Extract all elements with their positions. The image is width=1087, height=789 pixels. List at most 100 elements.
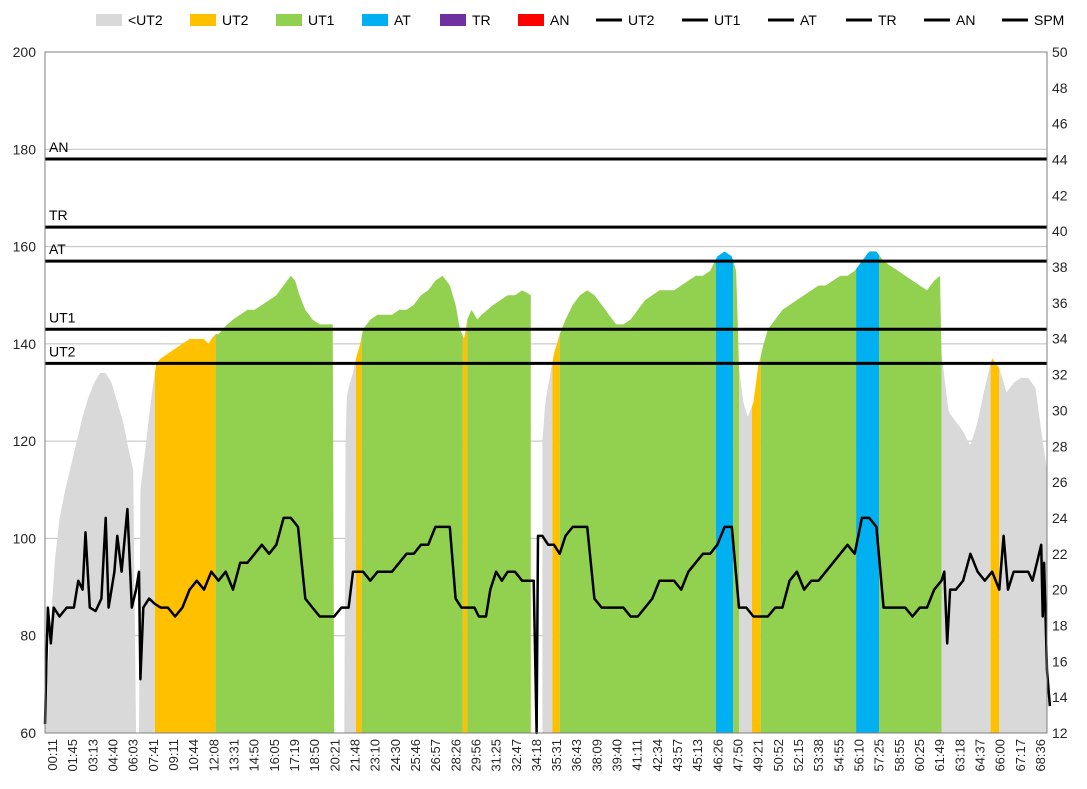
x-tick-label: 03:13: [85, 739, 100, 772]
x-tick-label: 38:09: [589, 739, 604, 772]
y-right-tick-label: 24: [1052, 510, 1068, 526]
y-right-tick-label: 22: [1052, 546, 1068, 562]
y-left-tick-label: 140: [13, 336, 37, 352]
y-right-tick-label: 26: [1052, 474, 1068, 490]
zone-area-ut2: [552, 334, 560, 733]
x-tick-label: 34:18: [529, 739, 544, 772]
legend-label: UT2: [222, 12, 249, 28]
legend-label: TR: [472, 12, 491, 28]
x-tick-label: 36:43: [569, 739, 584, 772]
zone-area-ut1: [559, 259, 716, 733]
x-tick-label: 42:34: [650, 739, 665, 772]
x-tick-label: 64:37: [973, 739, 988, 772]
x-tick-label: 58:55: [892, 739, 907, 772]
zone-area-ut1: [879, 255, 942, 734]
legend-item-line-an: AN: [924, 12, 975, 28]
zone-area-ut2: [990, 358, 1000, 733]
zone-area-ut2: [154, 334, 216, 733]
threshold-label-ut2: UT2: [49, 343, 76, 359]
x-tick-label: 54:55: [831, 739, 846, 772]
legend-label: AT: [800, 12, 817, 28]
spm-series: [43, 507, 1052, 735]
x-tick-label: 45:13: [690, 739, 705, 772]
x-tick-label: 68:36: [1033, 739, 1048, 772]
legend-item-at: AT: [362, 12, 411, 28]
x-tick-label: 31:25: [489, 739, 504, 772]
zone-area-ut1: [215, 275, 335, 733]
x-tick-label: 06:03: [126, 739, 141, 772]
spm-line: [43, 507, 1052, 735]
chart-legend: <UT2 UT2 UT1 AT TR AN UT2 UT1 AT TR AN SPM: [96, 12, 1064, 28]
x-tick-label: 32:47: [509, 739, 524, 772]
x-tick-label: 52:15: [791, 739, 806, 772]
x-tick-label: 13:31: [226, 739, 241, 772]
legend-item-line-at: AT: [768, 12, 817, 28]
y-left-tick-label: 60: [20, 725, 36, 741]
legend-swatch: [190, 14, 216, 26]
x-tick-label: 67:17: [1013, 739, 1028, 772]
x-tick-label: 14:50: [247, 739, 262, 772]
threshold-label-at: AT: [49, 241, 66, 257]
y-left-tick-label: 160: [13, 239, 37, 255]
zone-area-ut1: [467, 290, 531, 733]
legend-label: UT1: [308, 12, 335, 28]
x-tick-label: 53:38: [811, 739, 826, 772]
zone-area-below-ut2: [344, 358, 356, 733]
y-right-tick-label: 12: [1052, 725, 1068, 741]
y-left-tick-label: 80: [20, 628, 36, 644]
x-tick-label: 61:49: [932, 739, 947, 772]
x-tick-label: 35:31: [549, 739, 564, 772]
y-right-tick-label: 38: [1052, 259, 1068, 275]
legend-swatch: [96, 14, 122, 26]
y-left-tick-label: 100: [13, 530, 37, 546]
zone-area-below-ut2: [999, 368, 1047, 733]
zone-area-ut1: [760, 268, 857, 733]
y-right-tick-label: 20: [1052, 582, 1068, 598]
legend-label: AN: [550, 12, 569, 28]
legend-item-an: AN: [518, 12, 569, 28]
zone-areas: [45, 251, 1047, 734]
x-tick-label: 00:11: [45, 739, 60, 771]
y-right-tick-label: 16: [1052, 653, 1068, 669]
legend-item-line-ut2: UT2: [596, 12, 655, 28]
zone-area-ut2: [355, 336, 362, 733]
legend-item-ut1: UT1: [276, 12, 335, 28]
x-tick-label: 01:45: [65, 739, 80, 772]
zone-area-below-ut2: [739, 368, 752, 733]
legend-swatch: [362, 14, 388, 26]
zone-area-ut2: [462, 319, 468, 733]
x-tick-label: 60:25: [912, 739, 927, 772]
x-tick-label: 39:40: [610, 739, 625, 772]
x-tick-label: 20:21: [327, 739, 342, 772]
y-right-tick-label: 14: [1052, 689, 1068, 705]
x-tick-label: 21:48: [347, 739, 362, 772]
legend-item-line-ut1: UT1: [682, 12, 741, 28]
zone-area-below-ut2: [542, 361, 553, 733]
y-right-tick-label: 30: [1052, 402, 1068, 418]
y-right-tick-label: 32: [1052, 367, 1068, 383]
x-tick-label: 12:08: [206, 739, 221, 772]
legend-label: SPM: [1034, 12, 1064, 28]
legend-label: AN: [956, 12, 975, 28]
y-left-tick-label: 200: [13, 44, 37, 60]
zone-area-at: [715, 251, 734, 733]
legend-item-ut2: UT2: [190, 12, 249, 28]
y-right-tick-label: 42: [1052, 187, 1068, 203]
x-tick-label: 16:05: [267, 739, 282, 772]
legend-item-tr: TR: [440, 12, 491, 28]
x-tick-label: 47:50: [731, 739, 746, 772]
zone-area-ut2: [752, 356, 761, 733]
x-tick-label: 18:50: [307, 739, 322, 772]
x-tick-label: 17:19: [287, 739, 302, 772]
x-tick-label: 26:57: [428, 739, 443, 772]
x-tick-label: 29:56: [468, 739, 483, 772]
y-right-tick-label: 36: [1052, 295, 1068, 311]
threshold-lines: AN TR AT UT1 UT2: [45, 139, 1047, 365]
legend-label: UT1: [714, 12, 741, 28]
y-right-tick-label: 40: [1052, 223, 1068, 239]
legend-label: UT2: [628, 12, 655, 28]
legend-label: <UT2: [128, 12, 163, 28]
y-right-tick-label: 46: [1052, 116, 1068, 132]
x-tick-label: 43:57: [670, 739, 685, 772]
